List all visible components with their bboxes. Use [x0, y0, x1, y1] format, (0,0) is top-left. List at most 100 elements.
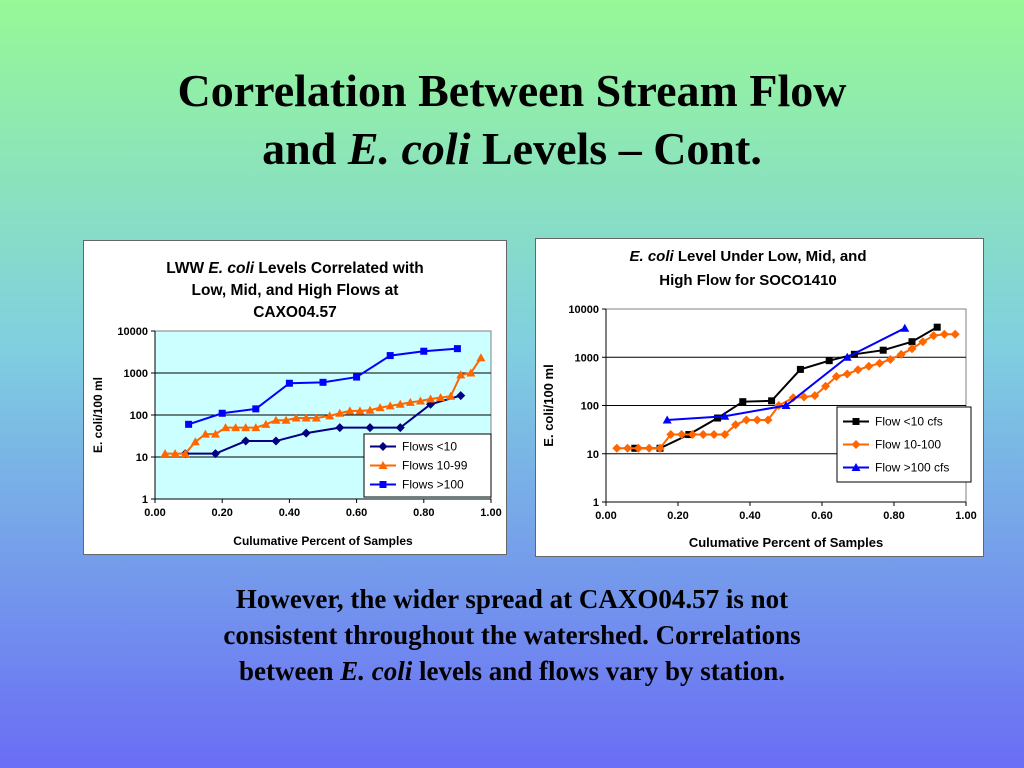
x-tick-label: 0.60 [811, 510, 832, 522]
series-2 [160, 353, 486, 458]
data-point [774, 401, 784, 410]
data-point [698, 430, 708, 440]
data-point [741, 415, 751, 425]
data-point [714, 414, 722, 422]
legend-label: Flow <10 cfs [875, 415, 943, 429]
x-tick-label: 0.80 [413, 507, 434, 519]
data-point [476, 353, 486, 362]
data-point [885, 354, 895, 364]
data-point [879, 346, 887, 354]
series-line [185, 394, 462, 455]
data-point [720, 411, 730, 420]
legend-marker [851, 463, 861, 471]
caption-line-1: However, the wider spread at CAXO04.57 i… [235, 584, 789, 614]
data-point [365, 405, 375, 414]
data-point [825, 357, 833, 365]
series-line [634, 326, 938, 450]
data-point [466, 368, 476, 377]
data-point [281, 415, 291, 424]
data-point [436, 393, 446, 402]
legend-marker [378, 461, 388, 469]
data-point [190, 437, 200, 446]
data-point [831, 371, 841, 381]
x-tick-label: 0.40 [279, 507, 300, 519]
title-line-1: Correlation Between Stream Flow [177, 65, 847, 116]
y-tick-label: 10 [136, 452, 148, 464]
y-tick-label: 100 [130, 410, 148, 422]
data-point [180, 449, 190, 458]
data-point [386, 352, 394, 360]
data-point [456, 391, 466, 401]
data-point [662, 415, 672, 424]
data-point [896, 349, 906, 359]
chart-panel-soco: E. coli Level Under Low, Mid, and High Fl… [535, 238, 984, 557]
data-point [160, 449, 170, 458]
chart-title: LWW E. coli Levels Correlated with Low, M… [166, 260, 424, 321]
data-point [170, 449, 180, 458]
y-tick-label: 1000 [575, 352, 599, 364]
data-point [241, 436, 251, 446]
caption-line-2: consistent throughout the watershed. Cor… [223, 620, 801, 650]
y-axis-label: E. coli/100 ml [541, 364, 556, 446]
x-tick-label: 0.60 [346, 507, 367, 519]
chart-caxo0457: LWW E. coli Levels Correlated with Low, M… [91, 260, 502, 548]
data-point [655, 443, 665, 453]
data-point [929, 331, 939, 341]
y-tick-label: 1 [593, 497, 599, 509]
x-tick-label: 0.80 [883, 510, 904, 522]
data-point [200, 429, 210, 438]
data-point [325, 411, 335, 420]
data-point [853, 365, 863, 375]
data-point [612, 443, 622, 453]
data-point [285, 379, 293, 387]
data-point [799, 392, 809, 402]
data-point [301, 413, 311, 422]
data-point [763, 415, 773, 425]
x-tick-label: 0.00 [595, 510, 616, 522]
x-axis-label: Culumative Percent of Samples [233, 534, 413, 548]
legend-marker [378, 442, 388, 451]
data-point [405, 397, 415, 406]
x-tick-label: 0.00 [144, 507, 165, 519]
data-point [319, 378, 327, 386]
data-point [810, 391, 820, 401]
data-point [335, 423, 345, 433]
data-point [353, 373, 361, 381]
legend-label: Flows 10-99 [402, 459, 468, 473]
data-point [842, 352, 852, 361]
y-tick-label: 10 [587, 449, 599, 461]
x-tick-label: 0.20 [667, 510, 688, 522]
data-point [291, 413, 301, 422]
y-tick-label: 100 [581, 401, 599, 413]
chart-panel-caxo: LWW E. coli Levels Correlated with Low, M… [83, 240, 507, 555]
data-point [210, 449, 220, 459]
data-point [739, 398, 747, 406]
data-point [796, 365, 804, 373]
data-point [933, 323, 941, 331]
caption-line-3: between E. coli levels and flows vary by… [238, 656, 785, 686]
y-tick-label: 10000 [117, 326, 148, 338]
data-point [271, 415, 281, 424]
data-point [446, 391, 456, 400]
data-point [950, 329, 960, 339]
data-point [252, 405, 260, 413]
data-point [456, 370, 466, 379]
data-point [355, 406, 365, 415]
data-point [185, 420, 193, 428]
series-2 [612, 329, 960, 453]
legend-label: Flow >100 cfs [875, 461, 949, 475]
y-tick-label: 10000 [568, 304, 599, 316]
data-point [375, 403, 385, 412]
y-tick-label: 1 [142, 494, 148, 506]
data-point [821, 381, 831, 391]
data-point [720, 430, 730, 440]
data-point [864, 361, 874, 371]
data-point [301, 428, 311, 438]
legend-label: Flows >100 [402, 478, 464, 492]
data-point [221, 423, 231, 432]
data-point [666, 430, 676, 440]
slide-title: Correlation Between Stream Flow and E. c… [0, 62, 1024, 178]
data-point [426, 394, 436, 403]
data-point [415, 396, 425, 405]
data-point [420, 347, 428, 355]
